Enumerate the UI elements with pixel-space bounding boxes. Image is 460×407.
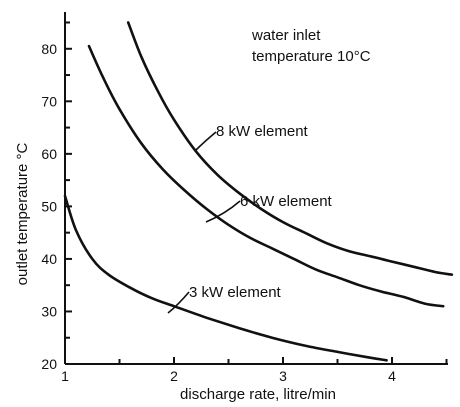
series-line-8kw bbox=[126, 21, 454, 276]
y-tick-label: 50 bbox=[41, 198, 57, 214]
series-line-6kw bbox=[87, 44, 445, 308]
y-tick-label: 30 bbox=[41, 303, 57, 319]
x-axis-label: discharge rate, litre/min bbox=[180, 386, 336, 403]
x-axis-ticks: 1 2 3 4 bbox=[61, 357, 448, 384]
y-tick-label: 20 bbox=[41, 356, 57, 372]
x-tick-label: 2 bbox=[170, 368, 178, 384]
y-tick-label: 80 bbox=[41, 41, 57, 57]
y-tick-label: 70 bbox=[41, 93, 57, 109]
series-line-3kw bbox=[63, 194, 388, 362]
inlet-temperature-note-line-1: water inlet bbox=[251, 27, 321, 44]
x-tick-label: 3 bbox=[279, 368, 287, 384]
leader-line-6kw bbox=[205, 200, 241, 223]
x-tick-label: 4 bbox=[388, 368, 396, 384]
inlet-temperature-note-line-2: temperature 10°C bbox=[252, 48, 371, 65]
y-axis-label: outlet temperature °C bbox=[14, 142, 31, 285]
leader-line-8kw bbox=[195, 131, 217, 151]
plot-area bbox=[63, 21, 454, 362]
leader-line-3kw bbox=[167, 291, 190, 314]
y-axis-ticks: 20 30 40 50 60 70 80 bbox=[41, 21, 72, 372]
series-label-3kw: 3 kW element bbox=[189, 284, 282, 301]
y-tick-label: 60 bbox=[41, 146, 57, 162]
y-tick-label: 40 bbox=[41, 251, 57, 267]
x-tick-label: 1 bbox=[61, 368, 69, 384]
series-label-8kw: 8 kW element bbox=[216, 123, 309, 140]
series-label-6kw: 6 kW element bbox=[240, 193, 333, 210]
